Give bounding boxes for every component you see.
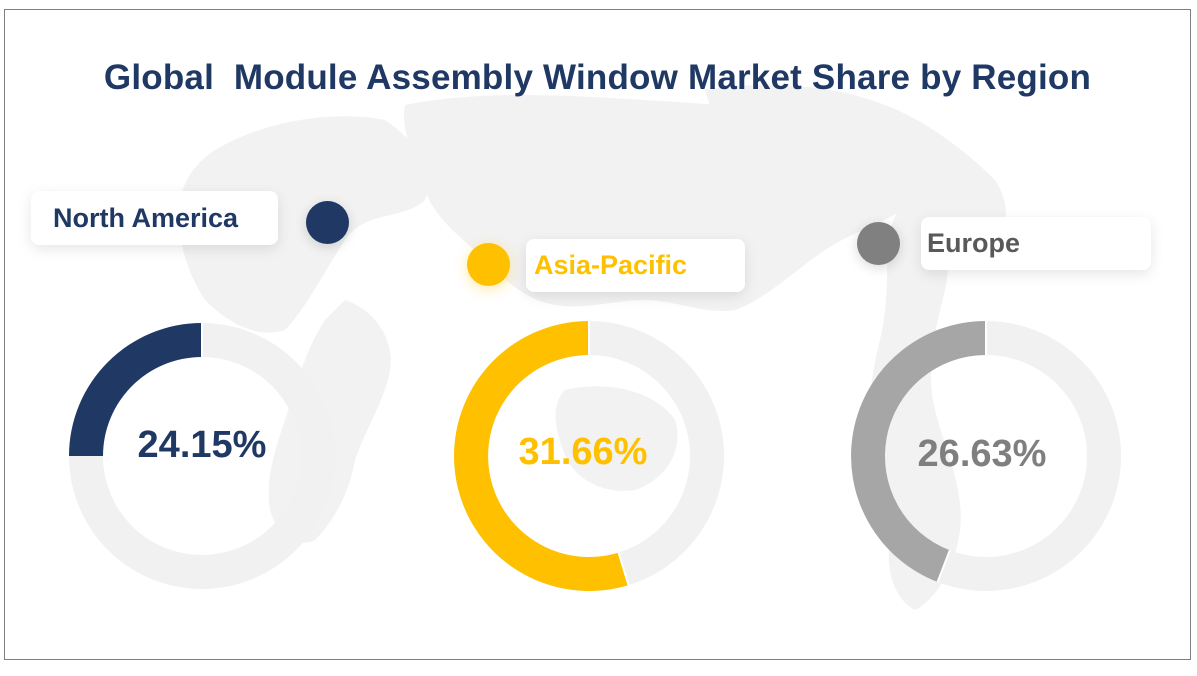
- chart-frame: Global Module Assembly Window Market Sha…: [4, 9, 1191, 660]
- legend-dot-north-america: [306, 201, 349, 244]
- donut-arc-asia-pacific: [454, 321, 629, 591]
- donut-arc-europe: [851, 321, 986, 582]
- value-asia-pacific: 31.66%: [518, 431, 648, 473]
- donut-arc-north-america: [69, 323, 202, 456]
- legend-dot-europe: [857, 222, 900, 265]
- value-north-america: 24.15%: [137, 424, 267, 466]
- legend-text-asia-pacific: Asia-Pacific: [534, 250, 688, 280]
- legend-text-north-america: North America: [53, 202, 239, 233]
- chart-title: Global Module Assembly Window Market Sha…: [103, 58, 1092, 97]
- value-europe: 26.63%: [917, 433, 1047, 475]
- legend-label-north-america: North America: [31, 191, 278, 245]
- donut-north-america: [69, 321, 1121, 591]
- legend-text-europe: Europe: [927, 228, 1021, 258]
- legend-label-europe: Europe: [921, 217, 1151, 270]
- legend-dot-asia-pacific: [467, 243, 510, 286]
- legend-label-asia-pacific: Asia-Pacific: [526, 239, 745, 292]
